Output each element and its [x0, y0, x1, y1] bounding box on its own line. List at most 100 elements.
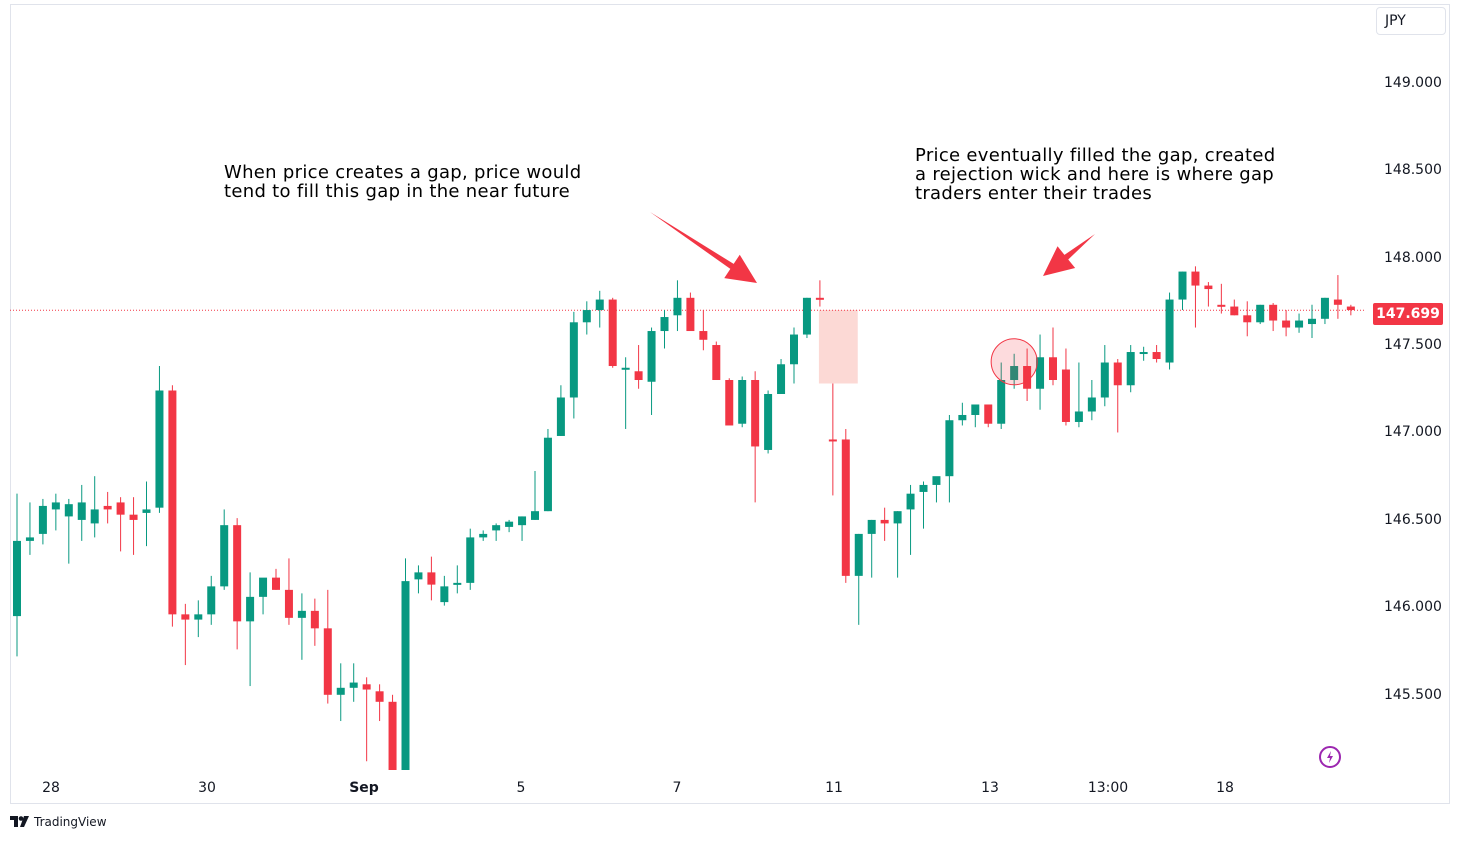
candle-body [440, 586, 449, 603]
candle-body [569, 322, 578, 398]
candle-body [1100, 362, 1109, 398]
candle-body [673, 297, 682, 316]
time-tick-label: 11 [825, 780, 843, 796]
time-tick-label: 13:00 [1087, 780, 1129, 796]
tradingview-logo[interactable]: TradingView [10, 815, 107, 829]
gap-zone [818, 310, 858, 384]
candle-body [323, 628, 332, 695]
candle-body [336, 687, 345, 695]
price-tick-label: 147.000 [1384, 424, 1442, 441]
price-tick-label: 146.500 [1384, 511, 1442, 528]
candlestick-chart[interactable] [10, 4, 1365, 770]
tradingview-icon [10, 816, 29, 827]
price-tick-label: 147.500 [1384, 337, 1442, 354]
candle-body [919, 484, 928, 492]
price-tick-label: 145.500 [1384, 686, 1442, 703]
candle-body [958, 414, 967, 421]
candle-body [997, 380, 1006, 424]
rejection-wick-marker [990, 338, 1038, 386]
candle-body [790, 334, 798, 365]
time-tick-label: 28 [42, 780, 60, 796]
candle-body [401, 581, 410, 770]
candle-body [142, 509, 151, 513]
candle-body [751, 380, 760, 447]
arrow-to-wick [1043, 234, 1095, 276]
candle-body [77, 502, 86, 520]
candle-body [1230, 306, 1239, 316]
candle-body [466, 537, 475, 583]
candle-body [220, 525, 229, 587]
candle-body [297, 610, 306, 618]
candle-body [1346, 306, 1355, 311]
candle-body [233, 525, 242, 622]
candle-body [725, 380, 734, 426]
candle-body [582, 310, 591, 323]
candle-body [194, 614, 203, 620]
candle-body [1320, 297, 1329, 319]
tradingview-brand-text: TradingView [34, 815, 107, 829]
candle-body [1295, 320, 1304, 328]
time-tick-label: 18 [1216, 780, 1234, 796]
price-tick-label: 148.500 [1384, 162, 1442, 179]
candle-body [375, 691, 384, 702]
candle-body [479, 533, 488, 538]
candle-body [621, 367, 630, 370]
time-tick-label: 30 [198, 780, 216, 796]
lightning-icon[interactable] [1319, 746, 1341, 768]
currency-selector[interactable]: JPY [1376, 7, 1446, 35]
chart-frame [10, 4, 1450, 804]
candle-body [349, 682, 358, 688]
price-tick-label: 149.000 [1384, 74, 1442, 91]
candle-body [1126, 352, 1135, 386]
candle-body [1178, 271, 1187, 300]
candle-body [13, 540, 21, 617]
candle-body [1269, 304, 1278, 321]
candle-body [699, 331, 708, 340]
candle-body [388, 701, 397, 770]
candle-body [1087, 397, 1096, 412]
candle-body [764, 393, 773, 450]
price-tick-label: 148.000 [1384, 249, 1442, 266]
candle-body [116, 502, 125, 515]
candle-body [1023, 366, 1032, 389]
candle-body [777, 364, 786, 394]
candle-body [310, 610, 319, 629]
annotation-left: When price creates a gap, price would te… [224, 162, 582, 202]
candle-body [1256, 304, 1265, 323]
candle-body [103, 505, 112, 510]
candle-body [802, 297, 811, 335]
candle-body [272, 577, 280, 590]
candle-body [207, 586, 216, 615]
candle-body [945, 420, 954, 477]
candle-body [129, 514, 138, 520]
candle-body [284, 589, 293, 618]
candle-body [1049, 357, 1057, 381]
candle-body [634, 371, 643, 381]
candle-body [492, 525, 501, 531]
candle-body [660, 317, 669, 332]
candle-body [51, 502, 60, 510]
last-price-label: 147.699 [1373, 303, 1443, 325]
candle-body [647, 331, 656, 382]
candle-body [453, 582, 462, 585]
candle-body [738, 380, 747, 424]
candle-body [246, 596, 255, 622]
candle-body [854, 533, 863, 576]
candle-body [1333, 299, 1342, 305]
price-tick-label: 146.000 [1384, 599, 1442, 616]
candle-body [1061, 369, 1070, 422]
candle-body [686, 297, 695, 332]
candle-body [828, 439, 837, 442]
candle-body [867, 519, 876, 534]
arrow-to-gap [650, 212, 757, 283]
candle-body [971, 404, 980, 415]
time-tick-label: 7 [672, 780, 682, 796]
candle-body [815, 297, 824, 300]
candle-body [1139, 352, 1148, 355]
candle-body [64, 504, 73, 517]
candle-body [531, 511, 539, 520]
candle-body [1165, 299, 1174, 363]
candle-body [906, 493, 915, 510]
candle-body [1308, 318, 1316, 325]
candle-body [168, 390, 177, 615]
